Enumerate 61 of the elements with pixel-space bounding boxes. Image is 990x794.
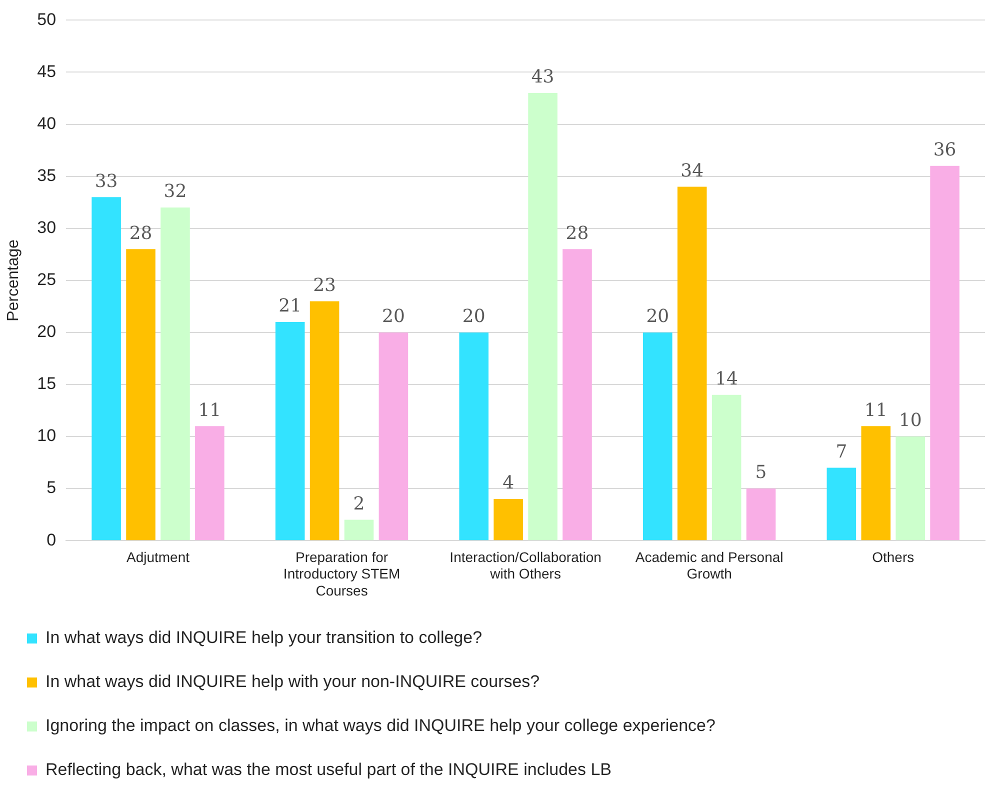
bar bbox=[344, 520, 374, 540]
legend-label: Ignoring the impact on classes, in what ways did INQUIRE help your college experience? bbox=[46, 716, 716, 736]
y-tick-label: 30 bbox=[37, 218, 56, 238]
legend-label: In what ways did INQUIRE help with your non-INQUIRE courses? bbox=[46, 672, 540, 692]
bar bbox=[92, 197, 121, 540]
y-tick-label: 10 bbox=[37, 426, 56, 446]
y-tick-label: 50 bbox=[37, 10, 56, 29]
data-label: 33 bbox=[94, 170, 118, 192]
y-tick-label: 40 bbox=[37, 114, 56, 133]
data-label: 10 bbox=[898, 410, 922, 432]
data-label: 5 bbox=[755, 462, 767, 484]
y-axis-title: Percentage bbox=[5, 239, 22, 322]
x-tick-label: Academic and Personal Growth bbox=[635, 548, 784, 582]
data-label: 21 bbox=[278, 296, 302, 317]
bar bbox=[861, 426, 891, 540]
data-label: 28 bbox=[129, 222, 152, 244]
data-label: 14 bbox=[715, 368, 738, 390]
y-tick-label: 45 bbox=[37, 62, 56, 81]
legend-label: In what ways did INQUIRE help your transition to college? bbox=[46, 628, 482, 648]
y-tick-label: 35 bbox=[37, 166, 56, 186]
bar bbox=[826, 468, 856, 540]
data-label: 23 bbox=[313, 274, 336, 296]
legend-label: Reflecting back, what was the most useful part of the INQUIRE includes LB bbox=[46, 760, 612, 780]
data-label: 4 bbox=[502, 472, 514, 494]
bar bbox=[160, 208, 190, 540]
data-label: 20 bbox=[462, 306, 486, 328]
data-label: 2 bbox=[353, 493, 365, 514]
bar bbox=[643, 332, 672, 540]
x-tick-label: Interaction/Collaboration with Others bbox=[450, 548, 602, 582]
bar bbox=[126, 249, 156, 540]
data-label: 11 bbox=[198, 400, 222, 421]
data-label: 7 bbox=[836, 441, 848, 462]
y-tick-label: 25 bbox=[37, 270, 56, 290]
x-tick-label: Adjutment bbox=[126, 548, 190, 565]
bar bbox=[494, 498, 523, 540]
bar bbox=[677, 186, 707, 540]
bar bbox=[275, 322, 305, 540]
data-label: 20 bbox=[646, 306, 670, 328]
bar bbox=[195, 426, 224, 540]
x-tick-label: Preparation for Introductory STEM Courses bbox=[283, 548, 400, 598]
bar bbox=[562, 249, 592, 540]
y-tick-label: 20 bbox=[37, 322, 56, 342]
x-tick-label: Others bbox=[872, 548, 914, 565]
y-tick-label: 5 bbox=[46, 478, 56, 498]
bar bbox=[528, 93, 558, 540]
data-label: 34 bbox=[680, 160, 704, 182]
bar bbox=[896, 436, 925, 540]
y-tick-label: 0 bbox=[46, 530, 56, 550]
data-label: 43 bbox=[531, 66, 554, 88]
data-label: 36 bbox=[933, 140, 956, 161]
bar bbox=[746, 488, 776, 540]
data-label: 28 bbox=[566, 222, 589, 244]
bar bbox=[310, 301, 340, 540]
data-label: 20 bbox=[382, 306, 405, 328]
bar bbox=[930, 166, 960, 540]
bar bbox=[712, 394, 742, 540]
data-label: 32 bbox=[164, 181, 187, 202]
bar bbox=[459, 332, 489, 540]
data-label: 11 bbox=[864, 400, 888, 421]
y-tick-label: 15 bbox=[37, 374, 56, 394]
bar bbox=[378, 332, 408, 540]
